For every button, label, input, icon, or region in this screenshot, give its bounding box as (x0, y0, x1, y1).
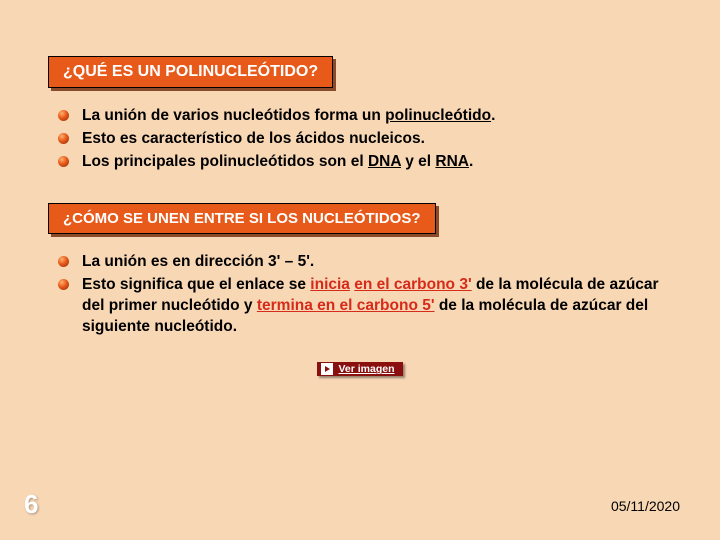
list-item: Esto es característico de los ácidos nuc… (58, 129, 662, 150)
emphasis-inicia: inicia (310, 276, 350, 293)
underline-polinucleotido: polinucleótido (385, 107, 491, 124)
heading-union: ¿CÓMO SE UNEN ENTRE SI LOS NUCLEÓTIDOS? (48, 203, 436, 234)
text: . (469, 153, 473, 170)
date: 05/11/2020 (611, 498, 680, 514)
underline-rna: RNA (435, 153, 469, 170)
list-polinucleotido: La unión de varios nucleótidos forma un … (58, 106, 662, 173)
emphasis-carbono3: en el carbono 3' (354, 276, 471, 293)
play-icon (321, 363, 333, 375)
list-union: La unión es en dirección 3' – 5'. Esto s… (58, 252, 662, 338)
text: y el (401, 153, 435, 170)
ver-imagen-button[interactable]: Ver imagen (317, 362, 402, 376)
button-row: Ver imagen (0, 359, 720, 377)
text: Esto significa que el enlace se (82, 276, 310, 293)
list-item: La unión es en dirección 3' – 5'. (58, 252, 662, 273)
text: . (491, 107, 495, 124)
page-number: 6 (24, 489, 38, 520)
heading-polinucleotido: ¿QUÉ ES UN POLINUCLEÓTIDO? (48, 56, 333, 88)
button-label: Ver imagen (338, 363, 394, 375)
list-item: Los principales polinucleótidos son el D… (58, 152, 662, 173)
text: La unión de varios nucleótidos forma un (82, 107, 385, 124)
list-item: La unión de varios nucleótidos forma un … (58, 106, 662, 127)
text: Los principales polinucleótidos son el (82, 153, 368, 170)
list-item: Esto significa que el enlace se inicia e… (58, 275, 662, 338)
emphasis-carbono5: termina en el carbono 5' (257, 297, 435, 314)
underline-dna: DNA (368, 153, 401, 170)
